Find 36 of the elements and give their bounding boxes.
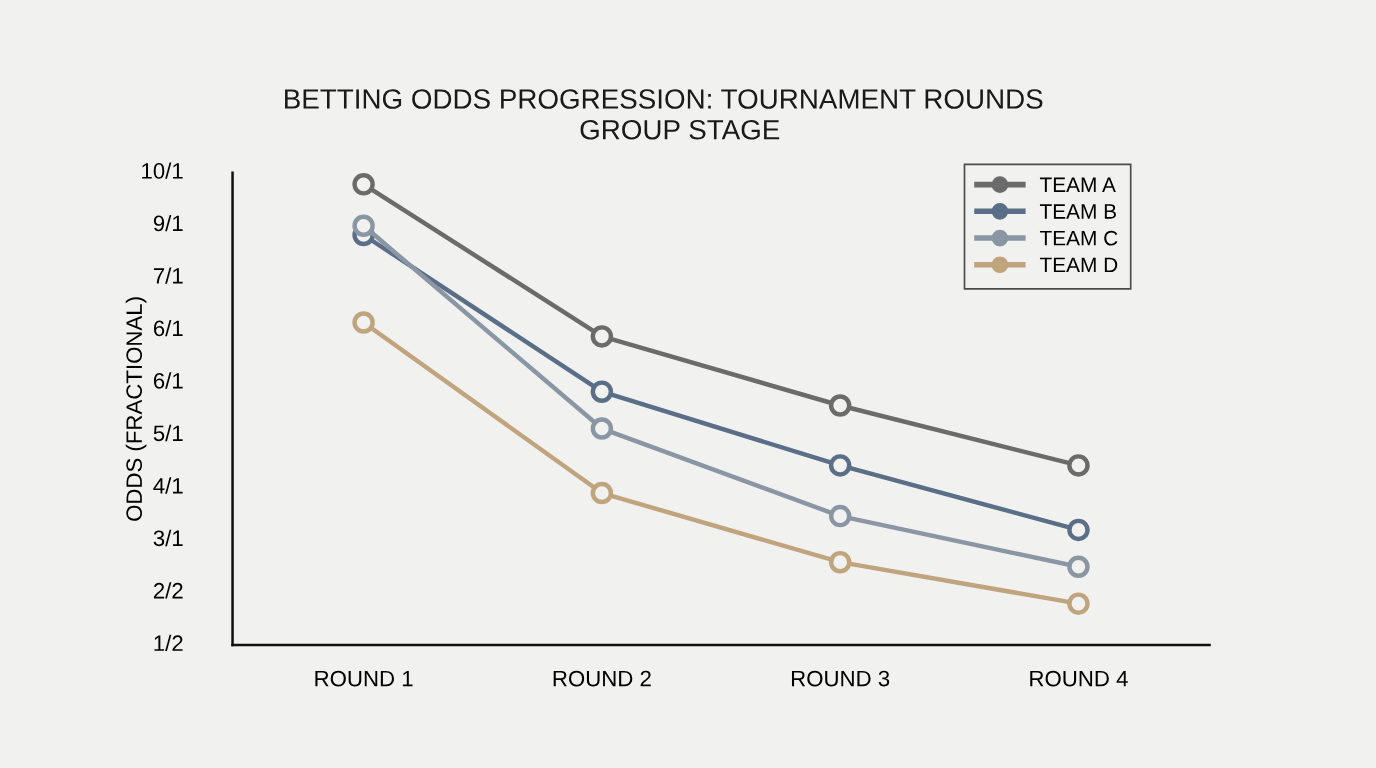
text: 5/1: [153, 424, 183, 442]
point: [1067, 518, 1090, 542]
x-tick-label: ROUND 2: [553, 670, 651, 687]
x-tick-label: ROUND 1: [315, 670, 413, 687]
text: 10/1: [142, 162, 183, 179]
legend-label: TEAM C: [1039, 230, 1118, 246]
text: 2/2: [153, 582, 183, 599]
point: [828, 504, 852, 528]
point: [1067, 592, 1090, 615]
point: [828, 454, 852, 477]
legend-label: TEAM A: [1039, 177, 1116, 192]
point: [1067, 454, 1090, 477]
legend-label: TEAM D: [1039, 257, 1118, 273]
text: 9/1: [153, 214, 183, 232]
point: [590, 417, 614, 440]
point: [352, 173, 375, 196]
point: [352, 214, 375, 238]
text: 4/1: [153, 477, 183, 494]
chart-title: BETTING ODDS PROGRESSION: TOURNAMENT ROUNDS: [285, 89, 1043, 109]
text: 3/1: [153, 529, 183, 547]
x-tick-label: ROUND 3: [791, 670, 890, 687]
point: [1067, 555, 1090, 579]
text: 6/1: [153, 319, 183, 337]
point: [590, 325, 614, 348]
point: [828, 550, 852, 574]
chart-subtitle: GROUP STAGE: [580, 119, 780, 140]
point: [590, 481, 614, 505]
legend-label: TEAM B: [1039, 204, 1116, 219]
x-tick-label: ROUND 4: [1030, 670, 1128, 687]
y-axis-title: ODDS (FRACTIONAL): [125, 297, 147, 521]
text: 1/2: [154, 634, 183, 652]
point: [352, 311, 375, 334]
point: [590, 380, 614, 403]
point: [828, 394, 852, 417]
text: 6/1: [153, 372, 183, 389]
text: 7/1: [153, 267, 183, 284]
